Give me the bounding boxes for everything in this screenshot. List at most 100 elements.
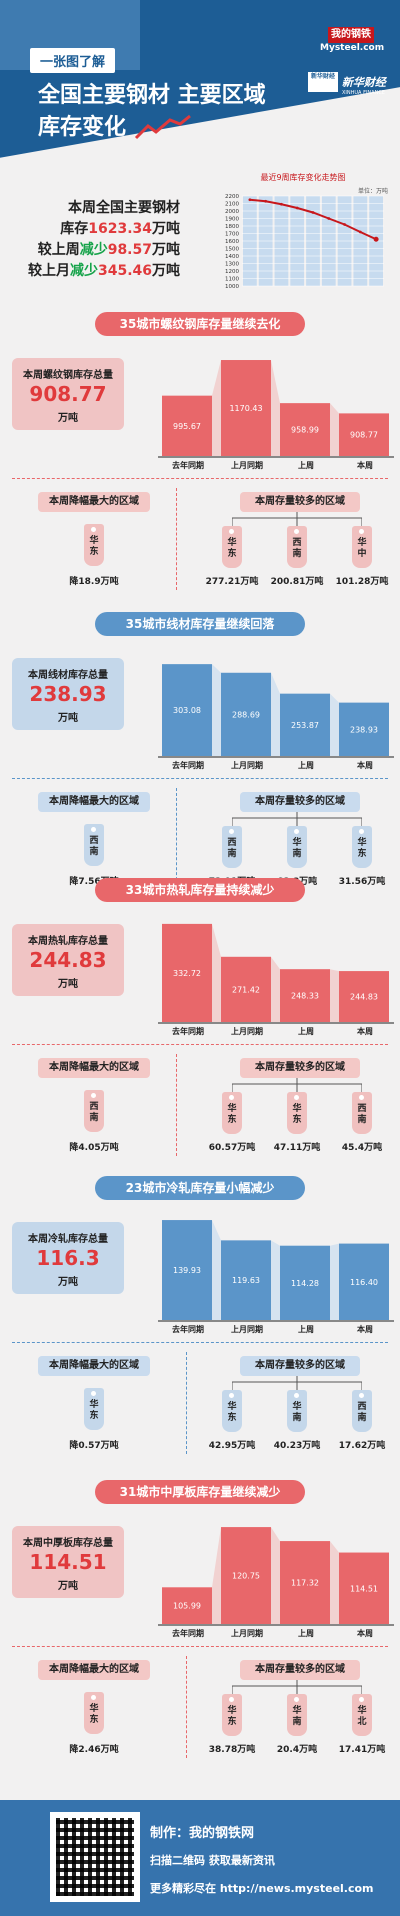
chart-x-label: 去年同期 xyxy=(172,1027,204,1036)
bar-value-label: 117.32 xyxy=(291,1579,319,1588)
total-label: 本周热轧库存总量 xyxy=(28,936,108,947)
top-region-tag: 华东 xyxy=(352,826,372,868)
summary-line-1: 本周全国主要钢材 xyxy=(68,200,180,216)
total-label: 本周冷轧库存总量 xyxy=(28,1234,108,1245)
section-divider-vertical xyxy=(176,1054,177,1156)
chart-x-label: 本周 xyxy=(357,1325,373,1334)
summary-stock-unit: 万吨 xyxy=(152,221,180,237)
summary-text: 本周全国主要钢材 库存1623.34万吨 较上周减少98.57万吨 较上月减少3… xyxy=(10,198,180,282)
section-divider xyxy=(12,1044,388,1045)
qr-code-pattern xyxy=(56,1818,134,1896)
bar-chart: 995.67 1170.43 958.99 908.77 xyxy=(162,360,389,456)
bar xyxy=(339,702,389,756)
trend-y-tick: 1000 xyxy=(225,284,239,290)
total-box: 本周冷轧库存总量 116.3 万吨 xyxy=(12,1222,124,1294)
region-connector xyxy=(232,1078,362,1092)
drop-region-value: 降18.9万吨 xyxy=(69,577,119,587)
summary-week-label: 较上周 xyxy=(37,242,80,258)
total-unit: 万吨 xyxy=(58,979,78,990)
total-value: 244.83 xyxy=(29,948,107,972)
trend-y-tick: 1800 xyxy=(225,224,239,230)
chart-x-label: 本周 xyxy=(357,761,373,770)
bar xyxy=(339,1243,389,1320)
bar-shade-band xyxy=(162,923,389,1022)
bar-value-label: 238.93 xyxy=(350,725,378,734)
trend-point xyxy=(248,198,252,202)
top-region-value: 60.57万吨 xyxy=(208,1143,256,1153)
largest-drop-pill: 本周降幅最大的区域 xyxy=(38,492,150,512)
qr-code[interactable] xyxy=(50,1812,140,1902)
xinhua-finance-logo: 新华财经 新华财经 XINHUA FINANCE xyxy=(308,72,388,98)
chart-x-label: 去年同期 xyxy=(172,461,204,470)
top-region-tag: 华东 xyxy=(287,1092,307,1134)
total-value: 238.93 xyxy=(29,682,107,706)
bar-value-label: 120.75 xyxy=(232,1572,260,1581)
bar-value-label: 332.72 xyxy=(173,969,201,978)
trend-y-tick: 1600 xyxy=(225,239,239,245)
drop-region-tag: 华东 xyxy=(84,524,104,566)
chart-x-label: 本周 xyxy=(357,1027,373,1036)
chart-x-label: 上周 xyxy=(298,1629,314,1638)
tagline-badge: 一张图了解 xyxy=(30,48,116,73)
summary-week-change: 减少 xyxy=(79,242,108,258)
top-region-tag: 华南 xyxy=(287,1694,307,1736)
trend-y-tick: 1200 xyxy=(225,269,239,275)
top-region-tag: 西南 xyxy=(352,1390,372,1432)
total-unit: 万吨 xyxy=(58,413,78,424)
bar xyxy=(339,1552,389,1624)
drop-region-tag: 西南 xyxy=(84,1090,104,1132)
top-region-value: 277.21万吨 xyxy=(205,577,259,587)
trend-point xyxy=(264,199,268,203)
bar xyxy=(221,956,271,1022)
bar-shade-band xyxy=(162,1220,389,1320)
chart-x-label: 上月同期 xyxy=(231,761,263,770)
total-box: 本周中厚板库存总量 114.51 万吨 xyxy=(12,1526,124,1598)
top-region-tag: 西南 xyxy=(287,526,307,568)
trend-point xyxy=(295,206,299,210)
title-line-1: 全国主要钢材 主要区域 xyxy=(38,83,266,108)
mysteel-logo: 我的钢铁 Mysteel.com xyxy=(320,22,384,53)
top-region-tag: 西南 xyxy=(222,826,242,868)
trend-point xyxy=(358,230,362,234)
bar-value-label: 244.83 xyxy=(350,993,378,1002)
region-connector xyxy=(232,1680,362,1694)
bar xyxy=(339,413,389,456)
region-connector xyxy=(232,512,362,526)
chart-x-label: 上周 xyxy=(298,1027,314,1036)
summary-month-value: 345.46 xyxy=(97,263,152,279)
trend-y-tick: 1900 xyxy=(225,217,239,223)
bar-value-label: 303.08 xyxy=(173,706,201,715)
chart-x-label: 上周 xyxy=(298,1325,314,1334)
bar xyxy=(280,969,330,1022)
section-divider xyxy=(12,778,388,779)
total-value: 116.3 xyxy=(36,1246,100,1270)
section-banner: 31城市中厚板库存量继续减少 xyxy=(95,1480,305,1504)
trend-point xyxy=(327,217,331,220)
xinhua-logo-text: 新华财经 xyxy=(341,76,386,89)
bar xyxy=(221,672,271,756)
header-banner: 一张图了解 全国主要钢材 主要区域 库存变化 我的钢铁 Mysteel.com … xyxy=(0,0,400,170)
total-box: 本周热轧库存总量 244.83 万吨 xyxy=(12,924,124,996)
top-region-value: 40.23万吨 xyxy=(273,1441,321,1451)
footer-more-link[interactable]: 更多精彩尽在 http://news.mysteel.com xyxy=(150,1882,374,1895)
bar-value-label: 288.69 xyxy=(232,710,260,719)
largest-drop-pill: 本周降幅最大的区域 xyxy=(38,1660,150,1680)
chart-x-label: 去年同期 xyxy=(172,1629,204,1638)
trend-arrow-icon xyxy=(134,114,191,140)
top-region-tag: 华南 xyxy=(287,1390,307,1432)
top-region-value: 101.28万吨 xyxy=(335,577,389,587)
total-value: 908.77 xyxy=(29,382,107,406)
bar-value-label: 139.93 xyxy=(173,1266,201,1275)
drop-region-tag: 华东 xyxy=(84,1388,104,1430)
total-box: 本周螺纹钢库存总量 908.77 万吨 xyxy=(12,358,124,430)
footer: 制作：我的钢铁网 扫描二维码 获取最新资讯 更多精彩尽在 http://news… xyxy=(0,1800,400,1916)
title-line-2: 库存变化 xyxy=(38,112,266,144)
bar-value-label: 248.33 xyxy=(291,992,319,1001)
bar-chart: 105.99 120.75 117.32 114.51 xyxy=(162,1527,389,1624)
summary-month-label: 较上月 xyxy=(27,263,70,279)
largest-drop-pill: 本周降幅最大的区域 xyxy=(38,792,150,812)
bar xyxy=(162,1220,212,1320)
drop-region-value: 降2.46万吨 xyxy=(69,1745,119,1755)
section-banner: 35城市线材库存量继续回落 xyxy=(95,612,305,636)
bar xyxy=(162,664,212,756)
